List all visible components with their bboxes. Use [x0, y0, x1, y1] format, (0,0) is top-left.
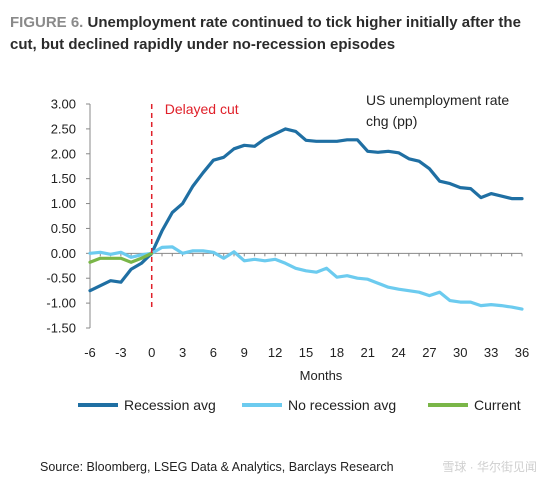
watermark: 雪球 · 华尔街见闻	[442, 460, 537, 474]
x-tick-label: 27	[422, 345, 436, 360]
x-tick-label: 33	[484, 345, 498, 360]
y-tick-label: 3.00	[51, 97, 76, 112]
line-chart: 3.00 2.50 2.00 1.50 1.00 0.50 0.00 -0.50 -1.00 -1…	[46, 92, 529, 383]
legend-swatch-recession	[78, 403, 118, 407]
y-tick-label: 1.00	[51, 196, 76, 211]
x-tick-label: -6	[84, 345, 96, 360]
chart-title: FIGURE 6. Unemployment rate continued to…	[10, 12, 545, 56]
legend-swatch-no-recession	[242, 403, 282, 407]
y-tick-label: -0.50	[46, 271, 76, 286]
y-tick-label: 0.50	[51, 221, 76, 236]
series-current-line	[88, 251, 154, 264]
y-tick-label: -1.50	[46, 321, 76, 336]
source-note: Source: Bloomberg, LSEG Data & Analytics…	[40, 460, 394, 474]
y-tick-label: 2.50	[51, 121, 76, 136]
x-tick-label: 24	[391, 345, 405, 360]
x-tick-label: 12	[268, 345, 282, 360]
x-tick-label: 30	[453, 345, 467, 360]
figure-label: FIGURE 6.	[10, 14, 84, 31]
y-tick-label: 0.00	[51, 246, 76, 261]
legend: Recession avg No recession avg Current	[0, 397, 549, 417]
x-tick-label: 0	[148, 345, 155, 360]
y-tick-label: -1.00	[46, 296, 76, 311]
series-recession-line	[88, 127, 524, 293]
unemployment-label-line1: US unemployment rate	[366, 92, 509, 108]
x-tick-label: -3	[115, 345, 127, 360]
x-tick-label: 21	[360, 345, 374, 360]
x-tick-label: 3	[179, 345, 186, 360]
legend-label-current: Current	[474, 397, 521, 413]
annotation-layer: Delayed cut US unemployment rate chg (pp…	[150, 92, 509, 310]
x-tick-label: 18	[330, 345, 344, 360]
series-layer	[88, 127, 524, 311]
title-text: Unemployment rate continued to tick high…	[10, 14, 521, 53]
x-tick-label: 36	[515, 345, 529, 360]
legend-item-current: Current	[428, 397, 521, 413]
legend-label-recession: Recession avg	[124, 397, 216, 413]
legend-swatch-current	[428, 403, 468, 407]
x-tick-label: 9	[241, 345, 248, 360]
series-no-recession-line	[88, 245, 524, 311]
legend-label-no-recession: No recession avg	[288, 397, 397, 413]
x-tick-label: 15	[299, 345, 313, 360]
y-tick-label: 1.50	[51, 171, 76, 186]
x-tick-label: 6	[210, 345, 217, 360]
y-tick-label: 2.00	[51, 146, 76, 161]
unemployment-label-line2: chg (pp)	[366, 113, 417, 129]
delayed-cut-label: Delayed cut	[165, 101, 239, 117]
x-axis-title: Months	[300, 368, 343, 383]
y-axis: 3.00 2.50 2.00 1.50 1.00 0.50 0.00 -0.50 -1.00 -1…	[46, 97, 91, 336]
legend-item-no-recession: No recession avg	[242, 397, 396, 413]
legend-item-recession: Recession avg	[78, 397, 216, 413]
